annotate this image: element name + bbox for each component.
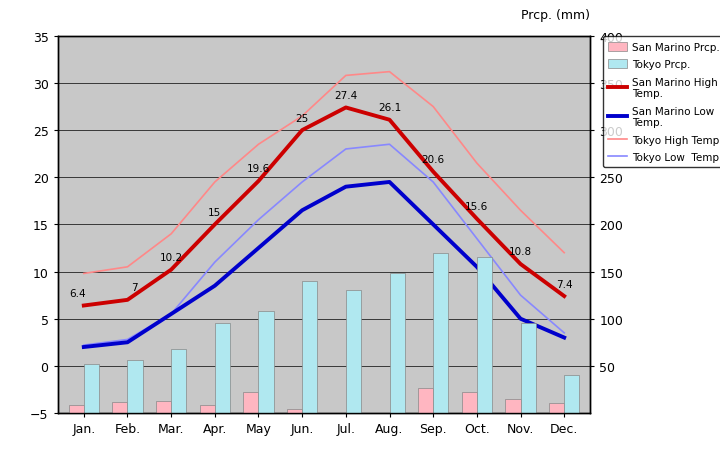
San Marino High
Temp. (341, 106, 350, 111)
Bar (477, 258, 492, 413)
Tokyo Low  Temp. (167, 312, 176, 317)
Bar (521, 324, 536, 413)
San Marino Low
Temp. (298, 208, 307, 213)
Tokyo High Temp. (210, 180, 219, 185)
Bar (68, 406, 84, 413)
Bar (549, 403, 564, 413)
Bar (215, 324, 230, 413)
San Marino High
Temp. (123, 297, 132, 303)
Line: San Marino High
Temp.: San Marino High Temp. (84, 108, 564, 306)
Tokyo Low  Temp. (429, 180, 438, 185)
Bar (112, 402, 127, 413)
San Marino Low
Temp. (210, 283, 219, 289)
Tokyo Low  Temp. (516, 293, 525, 298)
Bar (302, 281, 318, 413)
San Marino High
Temp. (516, 262, 525, 267)
Bar (199, 405, 215, 413)
Text: 26.1: 26.1 (378, 103, 401, 113)
Tokyo Low  Temp. (472, 236, 481, 242)
San Marino Low
Temp. (341, 185, 350, 190)
Bar (287, 409, 302, 413)
San Marino High
Temp. (79, 303, 88, 308)
San Marino High
Temp. (429, 169, 438, 175)
Tokyo Low  Temp. (123, 337, 132, 342)
Tokyo Low  Temp. (298, 180, 307, 185)
Tokyo High Temp. (254, 142, 263, 148)
Tokyo High Temp. (385, 70, 394, 75)
Tokyo Low  Temp. (210, 260, 219, 265)
Bar (127, 360, 143, 413)
Text: 15: 15 (208, 207, 222, 218)
Line: Tokyo High Temp.: Tokyo High Temp. (84, 73, 564, 274)
San Marino High
Temp. (472, 217, 481, 222)
Tokyo High Temp. (123, 264, 132, 270)
Bar (243, 392, 258, 413)
Tokyo Low  Temp. (341, 147, 350, 152)
Tokyo High Temp. (167, 231, 176, 237)
San Marino Low
Temp. (560, 335, 569, 341)
San Marino High
Temp. (254, 179, 263, 185)
Bar (156, 401, 171, 413)
Tokyo High Temp. (298, 114, 307, 119)
Tokyo Low  Temp. (385, 142, 394, 148)
San Marino High
Temp. (385, 118, 394, 123)
Text: Prcp. (mm): Prcp. (mm) (521, 9, 590, 22)
Tokyo High Temp. (429, 105, 438, 110)
Bar (564, 375, 580, 413)
Bar (462, 392, 477, 413)
Text: 25: 25 (295, 113, 309, 123)
Tokyo Low  Temp. (79, 342, 88, 348)
San Marino Low
Temp. (516, 316, 525, 322)
Line: San Marino Low
Temp.: San Marino Low Temp. (84, 183, 564, 347)
San Marino Low
Temp. (79, 344, 88, 350)
Text: 6.4: 6.4 (69, 288, 86, 298)
Bar (171, 349, 186, 413)
Text: 10.8: 10.8 (509, 247, 532, 257)
Tokyo High Temp. (472, 161, 481, 167)
Tokyo High Temp. (560, 250, 569, 256)
Text: 7: 7 (131, 283, 138, 293)
San Marino High
Temp. (167, 267, 176, 273)
San Marino Low
Temp. (385, 180, 394, 185)
Text: 7.4: 7.4 (556, 279, 572, 289)
Tokyo High Temp. (341, 73, 350, 79)
San Marino High
Temp. (298, 128, 307, 134)
Bar (418, 389, 433, 413)
Bar (346, 291, 361, 413)
Tokyo Low  Temp. (560, 330, 569, 336)
San Marino Low
Temp. (167, 312, 176, 317)
Legend: San Marino Prcp., Tokyo Prcp., San Marino High
Temp., San Marino Low
Temp., Toky: San Marino Prcp., Tokyo Prcp., San Marin… (603, 37, 720, 168)
Text: 10.2: 10.2 (160, 252, 183, 263)
Text: 20.6: 20.6 (422, 155, 445, 165)
San Marino Low
Temp. (472, 264, 481, 270)
Bar (390, 274, 405, 413)
Text: 27.4: 27.4 (334, 91, 357, 101)
Text: 15.6: 15.6 (465, 202, 488, 212)
Bar (433, 253, 449, 413)
San Marino High
Temp. (560, 294, 569, 299)
Tokyo Low  Temp. (254, 218, 263, 223)
San Marino Low
Temp. (254, 246, 263, 251)
Tokyo High Temp. (516, 208, 525, 213)
San Marino Low
Temp. (429, 222, 438, 228)
Line: Tokyo Low  Temp.: Tokyo Low Temp. (84, 145, 564, 345)
Bar (505, 399, 521, 413)
Text: 19.6: 19.6 (247, 164, 270, 174)
Tokyo High Temp. (79, 271, 88, 277)
San Marino High
Temp. (210, 222, 219, 228)
Bar (258, 312, 274, 413)
Bar (84, 364, 99, 413)
San Marino Low
Temp. (123, 340, 132, 345)
